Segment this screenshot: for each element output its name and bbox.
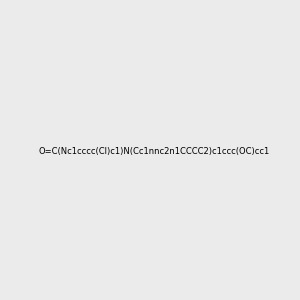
Text: O=C(Nc1cccc(Cl)c1)N(Cc1nnc2n1CCCC2)c1ccc(OC)cc1: O=C(Nc1cccc(Cl)c1)N(Cc1nnc2n1CCCC2)c1ccc…	[38, 147, 269, 156]
